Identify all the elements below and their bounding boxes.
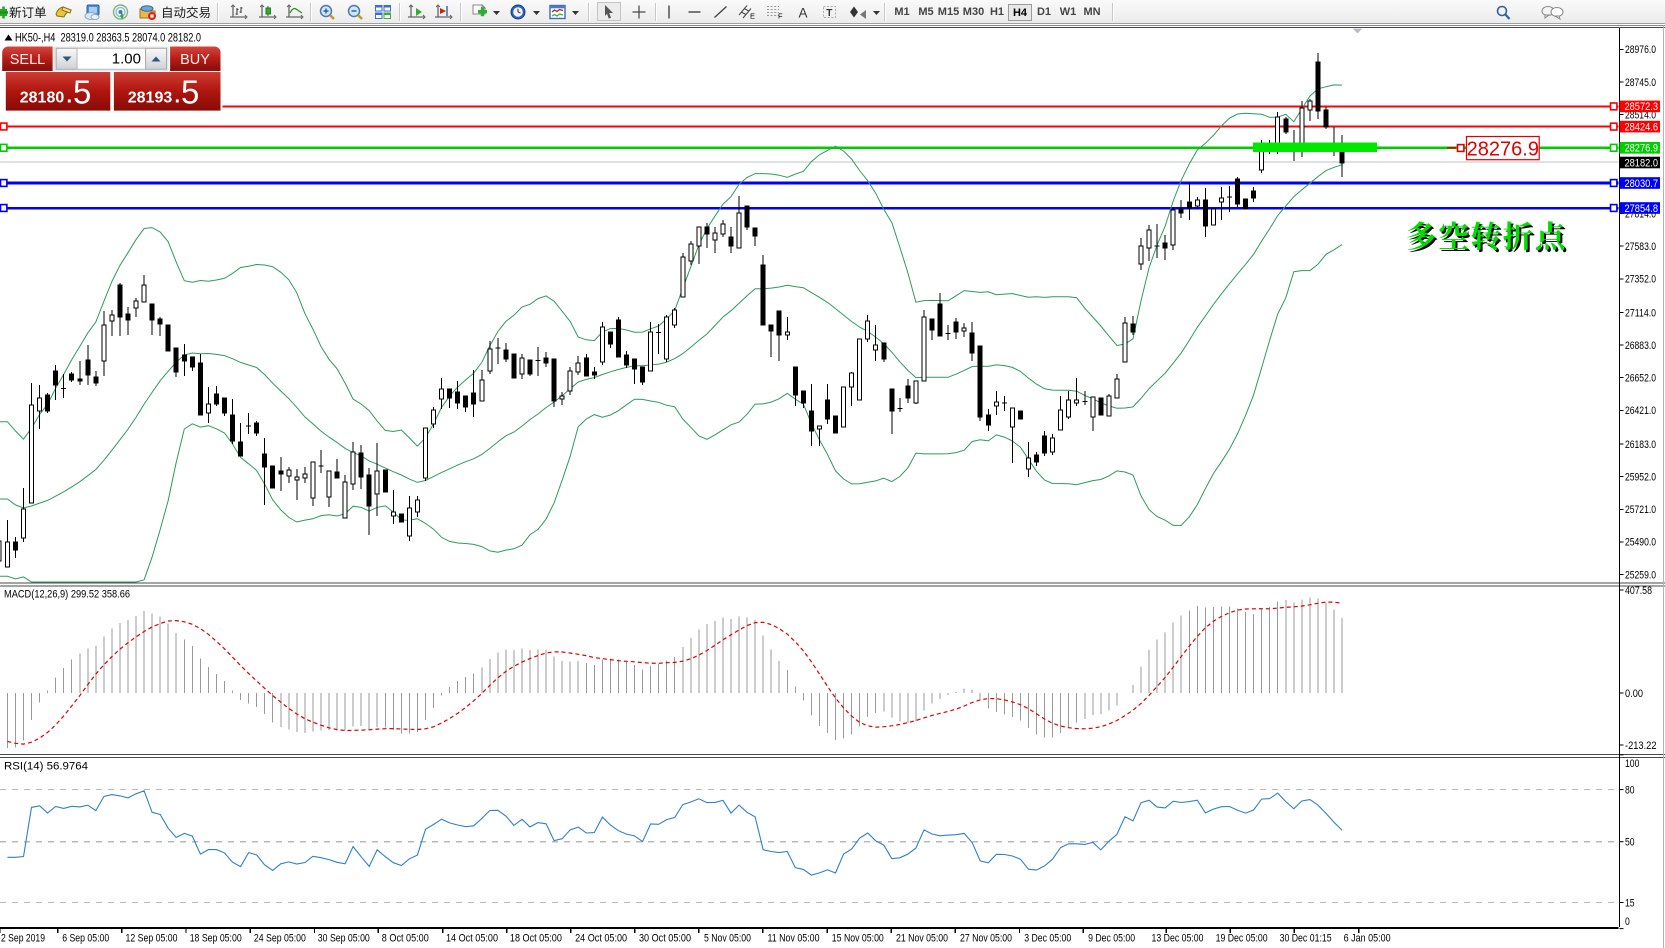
svg-text:14 Oct 05:00: 14 Oct 05:00: [446, 933, 498, 945]
svg-text:26421.0: 26421.0: [1625, 405, 1656, 417]
svg-text:30 Sep 05:00: 30 Sep 05:00: [318, 933, 370, 945]
svg-text:28745.0: 28745.0: [1625, 77, 1656, 89]
svg-text:28514.0: 28514.0: [1625, 110, 1656, 122]
svg-text:SELL: SELL: [10, 52, 45, 68]
svg-text:27114.0: 27114.0: [1625, 307, 1656, 319]
svg-text:30 Dec 01:15: 30 Dec 01:15: [1280, 933, 1332, 945]
svg-text:13 Dec 05:00: 13 Dec 05:00: [1152, 933, 1204, 945]
svg-text:.: .: [67, 86, 73, 108]
svg-text:26652.0: 26652.0: [1625, 373, 1656, 385]
svg-text:T: T: [826, 8, 832, 19]
svg-text:407.58: 407.58: [1625, 585, 1652, 597]
svg-text:0.00: 0.00: [1625, 688, 1643, 700]
svg-text:24 Oct 05:00: 24 Oct 05:00: [575, 933, 627, 945]
svg-text:2 Sep 2019: 2 Sep 2019: [1, 933, 45, 945]
svg-text:28276.9: 28276.9: [1625, 143, 1659, 155]
svg-text:28424.6: 28424.6: [1625, 121, 1659, 133]
svg-text:100: 100: [1625, 758, 1639, 770]
svg-text:27583.0: 27583.0: [1625, 241, 1656, 253]
svg-text:0: 0: [1625, 916, 1630, 928]
svg-text:50: 50: [1625, 837, 1635, 849]
svg-text:15: 15: [1625, 897, 1635, 909]
svg-text:27854.8: 27854.8: [1625, 203, 1659, 215]
svg-text:9 Dec 05:00: 9 Dec 05:00: [1088, 933, 1135, 945]
svg-text:A: A: [799, 6, 808, 21]
svg-text:.: .: [175, 86, 181, 108]
svg-text:80: 80: [1625, 784, 1635, 796]
svg-text:30 Oct 05:00: 30 Oct 05:00: [639, 933, 691, 945]
svg-text:28030.7: 28030.7: [1625, 178, 1659, 190]
svg-text:25721.0: 25721.0: [1625, 504, 1656, 516]
svg-text:6 Sep 05:00: 6 Sep 05:00: [62, 933, 109, 945]
svg-text:28182.0: 28182.0: [1625, 157, 1659, 169]
svg-text:19 Dec 05:00: 19 Dec 05:00: [1216, 933, 1268, 945]
svg-text:8 Oct 05:00: 8 Oct 05:00: [382, 933, 429, 945]
svg-text:25259.0: 25259.0: [1625, 569, 1656, 581]
svg-text:RSI(14) 56.9764: RSI(14) 56.9764: [4, 761, 88, 773]
svg-text:5: 5: [181, 74, 199, 111]
svg-text:28976.0: 28976.0: [1625, 44, 1656, 56]
svg-text:26883.0: 26883.0: [1625, 340, 1656, 352]
svg-text:MACD(12,26,9) 299.52 358.66: MACD(12,26,9) 299.52 358.66: [4, 589, 130, 601]
svg-text:5 Nov 05:00: 5 Nov 05:00: [704, 933, 751, 945]
svg-text:6 Jan 05:00: 6 Jan 05:00: [1344, 933, 1391, 945]
svg-text:15 Nov 05:00: 15 Nov 05:00: [832, 933, 884, 945]
svg-text:E: E: [750, 12, 755, 21]
svg-text:-213.22: -213.22: [1625, 740, 1657, 752]
svg-text:25952.0: 25952.0: [1625, 471, 1656, 483]
svg-text:21 Nov 05:00: 21 Nov 05:00: [896, 933, 948, 945]
svg-text:3 Dec 05:00: 3 Dec 05:00: [1024, 933, 1071, 945]
svg-text:HK50-,H4 28319.0 28363.5 2807: HK50-,H4 28319.0 28363.5 28074.0 28182.0: [15, 33, 201, 45]
svg-text:18 Sep 05:00: 18 Sep 05:00: [190, 933, 242, 945]
svg-text:F: F: [778, 12, 783, 21]
svg-text:25490.0: 25490.0: [1625, 537, 1656, 549]
svg-text:BUY: BUY: [180, 52, 210, 68]
svg-text:26183.0: 26183.0: [1625, 439, 1656, 451]
svg-text:27352.0: 27352.0: [1625, 274, 1656, 286]
svg-text:28572.3: 28572.3: [1625, 101, 1659, 113]
svg-text:28276.9: 28276.9: [1467, 138, 1539, 160]
svg-text:18 Oct 05:00: 18 Oct 05:00: [510, 933, 562, 945]
svg-text:27 Nov 05:00: 27 Nov 05:00: [960, 933, 1012, 945]
svg-text:1.00: 1.00: [112, 51, 141, 68]
svg-text:12 Sep 05:00: 12 Sep 05:00: [126, 933, 178, 945]
svg-text:24 Sep 05:00: 24 Sep 05:00: [254, 933, 306, 945]
svg-text:28193: 28193: [128, 90, 173, 107]
svg-text:28180: 28180: [20, 90, 65, 107]
svg-text:5: 5: [73, 74, 91, 111]
svg-text:11 Nov 05:00: 11 Nov 05:00: [768, 933, 820, 945]
